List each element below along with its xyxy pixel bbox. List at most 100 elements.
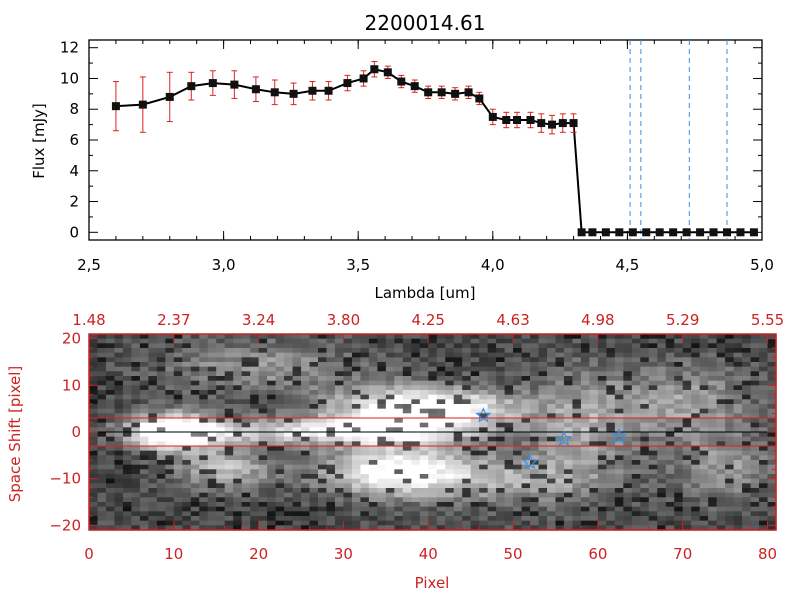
image-pixel (657, 348, 667, 354)
image-pixel (284, 460, 294, 466)
image-pixel (563, 427, 574, 433)
image-pixel (708, 404, 718, 410)
image-pixel (513, 376, 523, 382)
image-pixel (750, 371, 760, 377)
image-pixel (572, 413, 582, 419)
image-pixel (496, 371, 506, 377)
image-pixel (436, 450, 446, 456)
image-pixel (496, 380, 506, 386)
image-pixel (759, 376, 769, 382)
image-pixel (301, 516, 311, 522)
image-pixel (513, 497, 523, 503)
image-pixel (148, 380, 158, 386)
image-pixel (563, 488, 574, 494)
image-pixel (691, 399, 701, 405)
image-pixel (122, 390, 133, 396)
image-pixel (674, 469, 684, 475)
image-pixel (682, 441, 692, 447)
image-pixel (504, 371, 514, 377)
image-pixel (368, 474, 378, 480)
image-pixel (530, 474, 540, 480)
image-pixel (665, 455, 675, 461)
image-pixel (241, 427, 251, 433)
image-pixel (470, 502, 480, 508)
image-pixel (453, 506, 463, 512)
image-pixel (691, 497, 701, 503)
image-pixel (572, 460, 582, 466)
image-pixel (580, 469, 591, 475)
image-pixel (572, 492, 582, 498)
image-pixel (631, 492, 641, 498)
image-pixel (89, 464, 99, 470)
image-pixel (555, 483, 565, 489)
image-pixel (284, 432, 294, 438)
image-pixel (241, 436, 251, 442)
image-pixel (419, 474, 429, 480)
image-pixel (275, 413, 285, 419)
image-pixel (538, 348, 548, 354)
image-pixel (173, 427, 183, 433)
image-pixel (258, 357, 268, 363)
image-pixel (750, 436, 760, 442)
image-pixel (224, 446, 234, 452)
image-pixel (394, 394, 404, 400)
image-pixel (122, 478, 133, 484)
image-pixel (453, 436, 463, 442)
image-pixel (165, 464, 175, 470)
image-pixel (589, 338, 599, 344)
image-pixel (267, 352, 277, 358)
image-pixel (233, 492, 243, 498)
image-pixel (733, 520, 743, 526)
image-pixel (479, 441, 489, 447)
image-pixel (682, 520, 692, 526)
image-pixel (580, 492, 591, 498)
image-pixel (708, 422, 718, 428)
image-pixel (750, 385, 760, 391)
image-pixel (250, 371, 260, 377)
image-pixel (496, 469, 506, 475)
image-pixel (436, 362, 446, 368)
image-pixel (139, 511, 149, 517)
image-pixel (665, 390, 675, 396)
image-pixel (131, 404, 141, 410)
image-pixel (224, 371, 234, 377)
image-pixel (733, 525, 743, 531)
image-pixel (105, 343, 116, 349)
image-pixel (597, 366, 607, 372)
image-pixel (241, 488, 251, 494)
image-pixel (631, 460, 641, 466)
image-pixel (139, 418, 149, 424)
image-pixel (436, 497, 446, 503)
image-pixel (165, 357, 175, 363)
image-pixel (453, 352, 463, 358)
image-pixel (555, 408, 565, 414)
image-pixel (224, 380, 234, 386)
image-pixel (224, 352, 234, 358)
image-pixel (572, 399, 582, 405)
image-pixel (351, 385, 362, 391)
image-pixel (665, 366, 675, 372)
image-pixel (699, 492, 709, 498)
image-pixel (725, 497, 735, 503)
image-pixel (572, 436, 582, 442)
image-pixel (470, 474, 480, 480)
image-pixel (462, 483, 472, 489)
image-pixel (521, 474, 531, 480)
image-pixel (156, 469, 166, 475)
image-pixel (114, 469, 124, 475)
data-point (569, 119, 578, 128)
image-pixel (368, 483, 378, 489)
image-pixel (580, 427, 591, 433)
image-pixel (682, 492, 692, 498)
image-pixel (419, 404, 429, 410)
image-pixel (368, 404, 378, 410)
image-pixel (470, 432, 480, 438)
top-wavelength-tick-label: 3.24 (242, 311, 275, 329)
image-pixel (445, 418, 455, 424)
image-pixel (682, 380, 692, 386)
image-pixel (674, 492, 684, 498)
image-pixel (334, 525, 345, 531)
image-pixel (462, 413, 472, 419)
image-pixel (156, 357, 166, 363)
image-pixel (318, 502, 328, 508)
